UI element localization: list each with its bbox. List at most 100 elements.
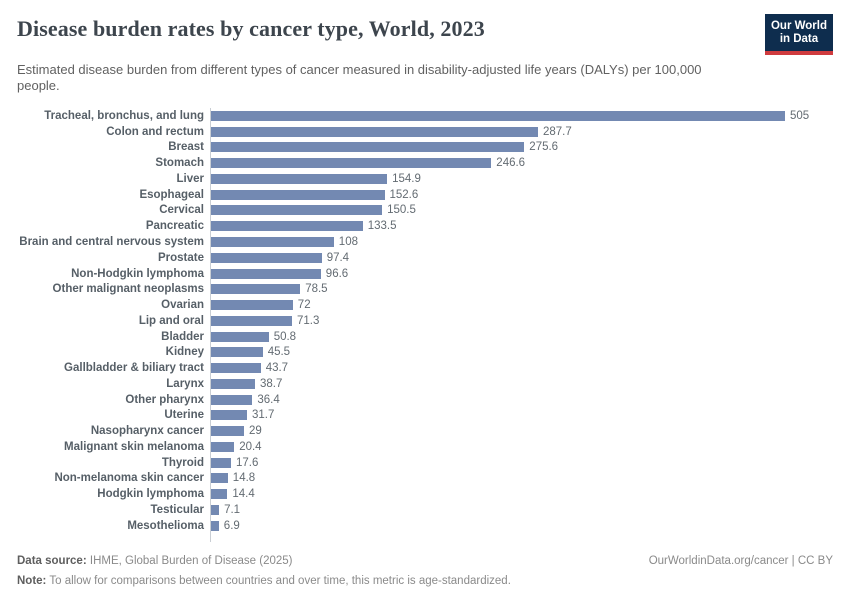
- bar-row: Colon and rectum 287.7: [17, 123, 833, 140]
- bar-area: 108: [210, 234, 833, 250]
- bar[interactable]: [211, 110, 785, 121]
- bar-area: 505: [210, 108, 833, 124]
- value-label: 20.4: [239, 440, 262, 453]
- bar-area: 152.6: [210, 186, 833, 203]
- bar-row: Lip and oral 71.3: [17, 312, 833, 329]
- value-label: 96.6: [325, 267, 349, 280]
- bar[interactable]: [211, 363, 261, 374]
- bar[interactable]: [211, 473, 228, 484]
- value-label: 150.5: [387, 204, 416, 217]
- category-label: Esophageal: [139, 188, 204, 201]
- category-label: Ovarian: [161, 299, 204, 312]
- bar[interactable]: [211, 268, 321, 279]
- bar[interactable]: [211, 347, 263, 358]
- bar[interactable]: [211, 410, 247, 421]
- bar[interactable]: [211, 394, 253, 405]
- category-label: Other pharynx: [125, 393, 204, 406]
- bar[interactable]: [211, 173, 388, 184]
- category-label: Non-Hodgkin lymphoma: [71, 267, 204, 280]
- category-label: Hodgkin lymphoma: [97, 488, 204, 501]
- category-label: Testicular: [150, 504, 204, 517]
- bar-area: 246.6: [210, 155, 833, 172]
- owid-logo[interactable]: Our World in Data: [764, 14, 833, 55]
- bar-row: Cervical 150.5: [17, 202, 833, 219]
- bar-row: Esophageal 152.6: [17, 186, 833, 203]
- bar-area: 50.8: [210, 328, 833, 345]
- bar-area: 6.9: [210, 517, 833, 534]
- value-label: 78.5: [305, 283, 328, 296]
- bar-area: 45.5: [210, 344, 833, 361]
- bar-row: Larynx 38.7: [17, 376, 833, 392]
- bar[interactable]: [211, 158, 492, 169]
- bar-rows: Tracheal, bronchus, and lung 505 Colon and…: [17, 108, 833, 534]
- category-label: Colon and rectum: [106, 125, 204, 138]
- bar[interactable]: [211, 520, 219, 531]
- bar[interactable]: [211, 221, 363, 232]
- bar[interactable]: [211, 489, 228, 500]
- bar-area: 78.5: [210, 281, 833, 298]
- bar-area: 275.6: [210, 139, 833, 156]
- bar[interactable]: [211, 142, 525, 153]
- value-label: 72: [297, 299, 311, 312]
- bar[interactable]: [211, 252, 322, 263]
- bar-row: Stomach 246.6: [17, 155, 833, 172]
- bar-area: 29: [210, 423, 833, 440]
- bar-area: 97.4: [210, 249, 833, 266]
- bar[interactable]: [211, 378, 255, 389]
- bar[interactable]: [211, 189, 385, 200]
- category-label: Larynx: [166, 377, 204, 390]
- data-source-line: Data source: IHME, Global Burden of Dise…: [17, 551, 511, 571]
- bar[interactable]: [211, 457, 231, 468]
- value-label: 36.4: [257, 393, 280, 406]
- axis-line: [210, 533, 833, 542]
- value-label: 154.9: [392, 172, 421, 185]
- bar-row: Brain and central nervous system 108: [17, 234, 833, 250]
- category-label: Breast: [168, 141, 204, 154]
- bar[interactable]: [211, 237, 334, 247]
- category-label: Lip and oral: [138, 314, 204, 327]
- bar[interactable]: [211, 126, 538, 137]
- bar-row: Thyroid 17.6: [17, 454, 833, 471]
- bar-row: Liver 154.9: [17, 171, 833, 187]
- bar-chart: Tracheal, bronchus, and lung 505 Colon and…: [17, 108, 833, 542]
- logo-line2: in Data: [779, 33, 819, 45]
- category-label: Uterine: [164, 409, 204, 422]
- category-label: Brain and central nervous system: [19, 236, 204, 248]
- bar-row: Gallbladder & biliary tract 43.7: [17, 360, 833, 377]
- bar-row: Ovarian 72: [17, 297, 833, 313]
- bar[interactable]: [211, 300, 293, 311]
- value-label: 31.7: [252, 409, 275, 422]
- category-label: Mesothelioma: [127, 519, 204, 532]
- bar[interactable]: [211, 426, 244, 437]
- bar-area: 133.5: [210, 218, 833, 235]
- bar-area: 38.7: [210, 376, 833, 392]
- axis-tail: [17, 533, 833, 542]
- bar-row: Non-Hodgkin lymphoma 96.6: [17, 265, 833, 282]
- data-source-label: Data source:: [17, 554, 87, 567]
- bar-area: 96.6: [210, 265, 833, 282]
- bar[interactable]: [211, 505, 220, 516]
- footer: Data source: IHME, Global Burden of Dise…: [17, 551, 833, 591]
- bar[interactable]: [211, 315, 292, 326]
- bar-area: 71.3: [210, 312, 833, 329]
- bar[interactable]: [211, 284, 301, 295]
- credit-link[interactable]: OurWorldinData.org/cancer | CC BY: [648, 554, 833, 567]
- value-label: 38.7: [260, 377, 283, 390]
- bar[interactable]: [211, 205, 383, 216]
- bar[interactable]: [211, 441, 235, 452]
- bar[interactable]: [211, 331, 269, 342]
- bar-row: Uterine 31.7: [17, 407, 833, 424]
- category-label: Nasopharynx cancer: [90, 425, 204, 438]
- value-label: 17.6: [236, 456, 259, 469]
- value-label: 275.6: [529, 141, 559, 154]
- value-label: 29: [249, 425, 262, 438]
- header: Disease burden rates by cancer type, Wor…: [17, 14, 833, 58]
- category-label: Other malignant neoplasms: [52, 283, 204, 296]
- note-line: Note: To allow for comparisons between c…: [17, 571, 511, 591]
- bar-row: Prostate 97.4: [17, 249, 833, 266]
- category-label: Prostate: [157, 251, 204, 264]
- category-label: Kidney: [165, 346, 204, 359]
- bar-row: Malignant skin melanoma 20.4: [17, 439, 833, 455]
- footer-left: Data source: IHME, Global Burden of Dise…: [17, 551, 511, 591]
